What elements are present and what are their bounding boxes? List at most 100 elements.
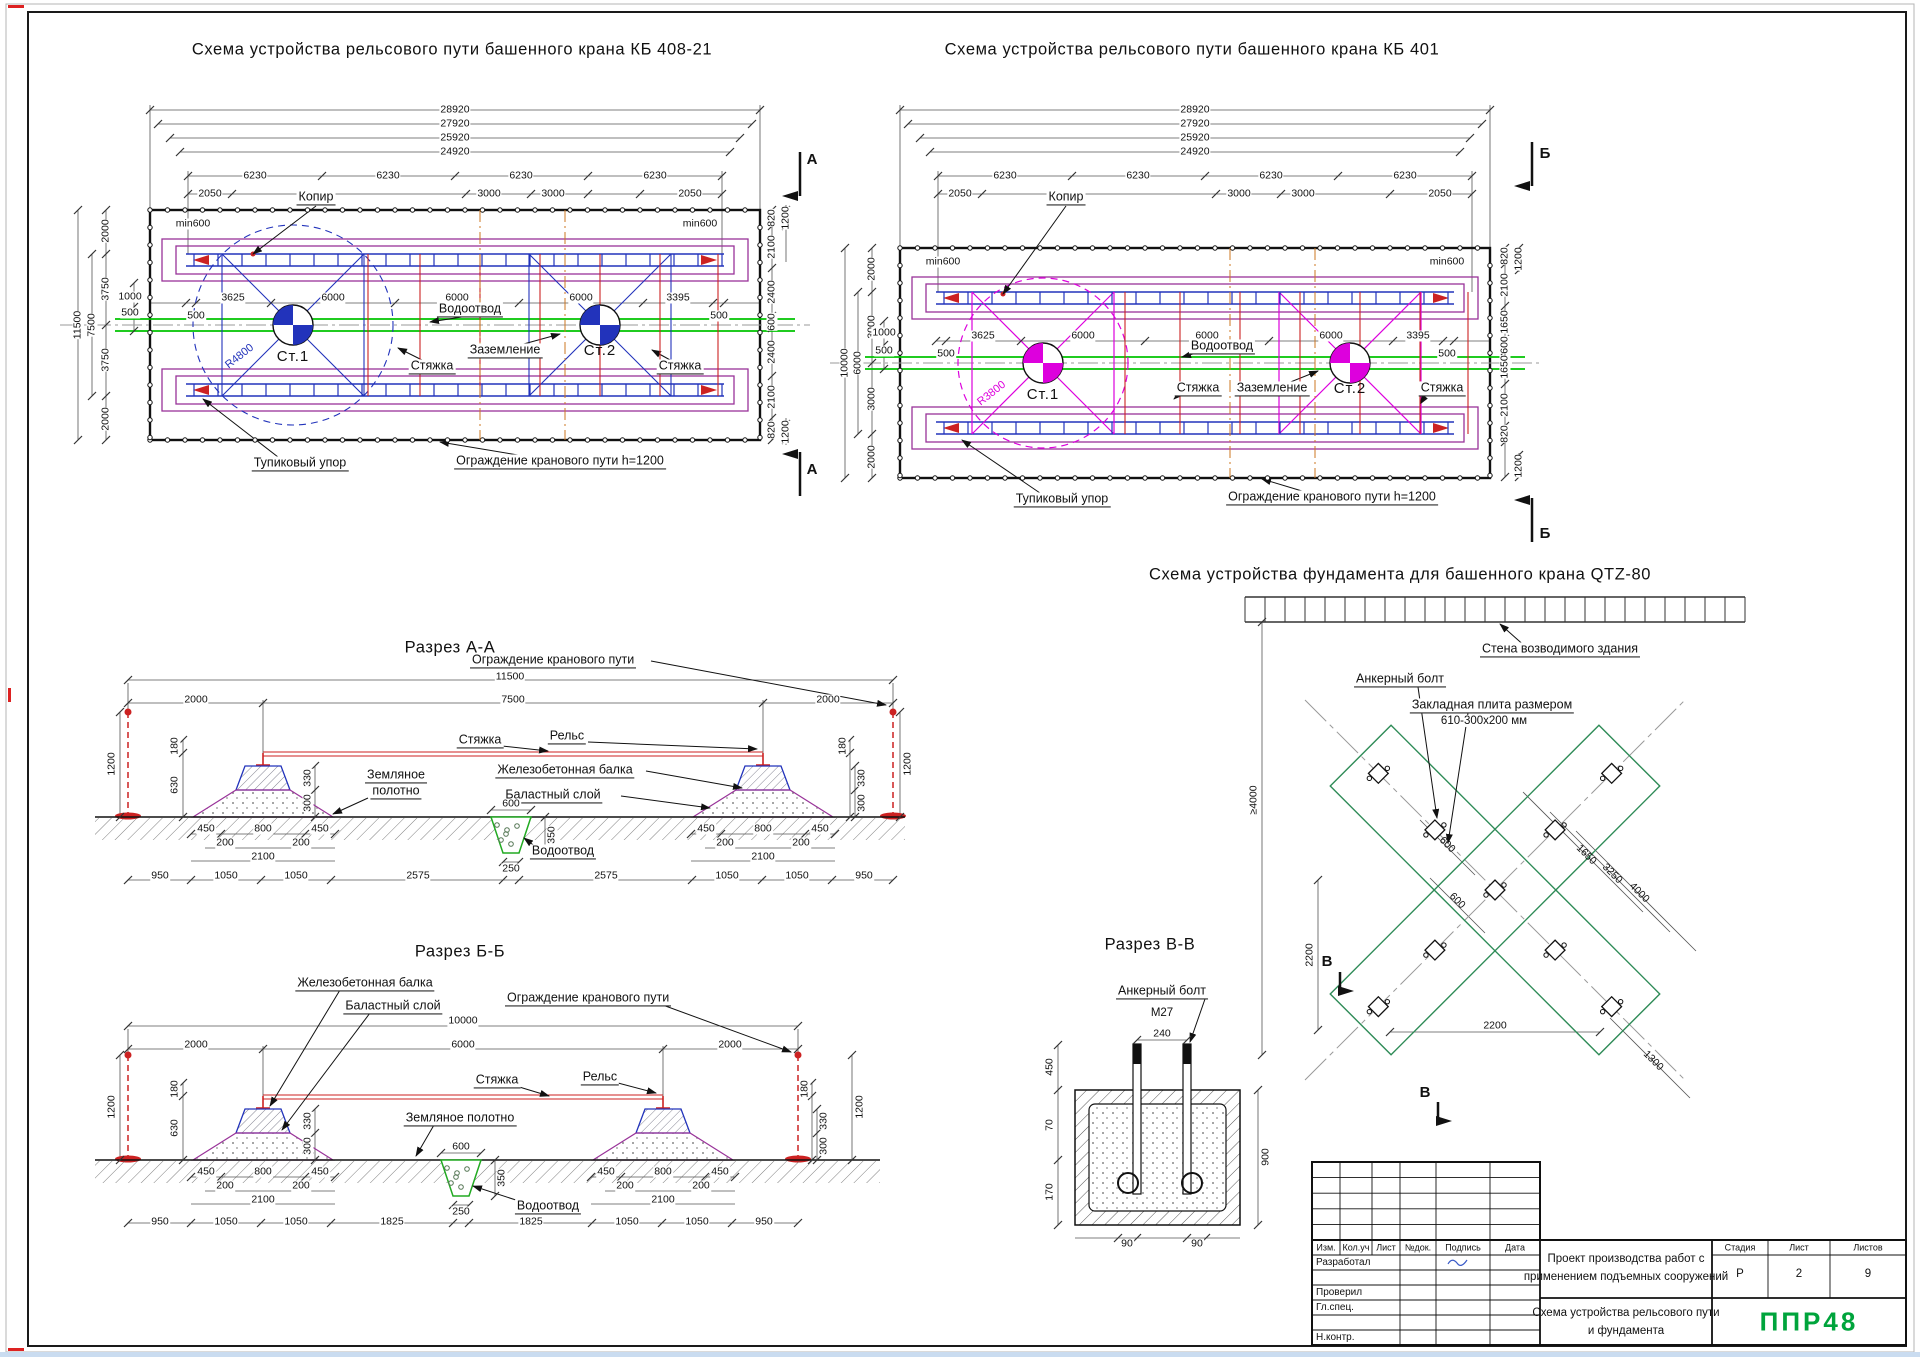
sec-aa-dim-11500: 11500 — [494, 670, 526, 683]
plan-kb401-dim-500a: 500 — [874, 344, 894, 357]
plan-kb401-dims-mid-4: 3395 — [1405, 329, 1431, 342]
ballast-outlines — [161, 238, 1479, 450]
qtz-mark2: В — [1419, 1084, 1431, 1102]
sec-bb-balka: Железобетонная балка — [295, 976, 435, 992]
plan-kb408-dims-mid-4: 3395 — [665, 291, 691, 304]
qtz-dim-3250: 3250 — [1599, 861, 1625, 887]
section-cut-marks — [782, 142, 1534, 1126]
sec-bb-dim-2000l: 2000 — [183, 1038, 209, 1051]
plan-kb401-dims-right-3: 600 — [1498, 336, 1511, 354]
sec-bb-fence: Ограждение кранового пути — [505, 991, 672, 1007]
sec-aa-zeml1: Земляное — [365, 768, 427, 784]
stamp-cols-1: Кол.уч — [1342, 1242, 1370, 1253]
sec-bb-dim-10000: 10000 — [447, 1014, 479, 1027]
sec-vv-m27: М27 — [1150, 1006, 1174, 1020]
plan-kb401-dims-left-0: 2000 — [865, 257, 878, 281]
plan-kb401-dims-mid-3: 6000 — [1318, 329, 1344, 342]
plan-kb408-dims-left-0: 2000 — [99, 219, 112, 243]
plan-kb408-kopir: Копир — [296, 190, 336, 206]
qtz-dim-1650: 1650 — [1573, 842, 1599, 868]
plan-kb401-dims-mid-0: 3625 — [970, 329, 996, 342]
plan-kb408-dims-sub-1: 3000 — [476, 187, 502, 200]
plan-kb401-dims-overall-3: 24920 — [1179, 145, 1211, 158]
sec-bb-dim-180l: 180 — [168, 1080, 181, 1098]
plan-kb408-dims-mid-2: 6000 — [444, 291, 470, 304]
sec-vv-anchor: Анкерный болт — [1116, 984, 1208, 1000]
plan-kb401-dim-1000: 1000 — [871, 326, 897, 339]
stamp-stage-v-0: Р — [1736, 1267, 1744, 1280]
plan-kb401-kopir: Копир — [1046, 190, 1086, 206]
plan-kb408-dims-mid-0: 3625 — [220, 291, 246, 304]
sec-bb-dim-300l: 300 — [301, 1137, 314, 1155]
sec-bb-dim-600: 600 — [451, 1140, 471, 1153]
sec-aa-title: Разрез А-А — [404, 638, 496, 657]
stamp-doc2: и фундамента — [1587, 1324, 1665, 1337]
leader-lines — [202, 205, 1537, 1203]
sec-bb-row3-1: 2100 — [650, 1193, 676, 1206]
sec-bb-dim-1200r: 1200 — [853, 1095, 866, 1119]
sec-bb-rels: Рельс — [580, 1070, 620, 1086]
qtz-title: Схема устройства фундамента для башенног… — [1148, 565, 1652, 584]
sec-bb-dim-330r: 330 — [817, 1112, 830, 1130]
sec-bb-dim-2000r: 2000 — [717, 1038, 743, 1051]
plan-kb401-dims-left-2: 3000 — [865, 387, 878, 411]
sec-aa-styazhka: Стяжка — [456, 733, 504, 749]
plan-kb408-radius: R4800 — [223, 341, 256, 372]
sec-vv-title: Разрез В-В — [1104, 935, 1196, 954]
plan-kb408-dims-right-3: 600 — [765, 313, 778, 331]
generated-decorations — [73, 105, 1746, 1243]
plan-kb401-dims-right-2: 1650 — [1498, 310, 1511, 334]
plan-kb401-st2: Ст.2 — [1333, 380, 1367, 398]
sec-bb-zeml: Земляное полотно — [403, 1111, 517, 1127]
sec-aa-row4-5: 1050 — [714, 869, 740, 882]
plan-kb408-tupik: Тупиковый упор — [251, 456, 349, 472]
sheet-outer-border — [5, 3, 1915, 1353]
sec-vv-dim-450: 450 — [1043, 1058, 1056, 1076]
plan-kb401-title: Схема устройства рельсового пути башенно… — [944, 40, 1440, 59]
plan-kb408-dims-overall-3: 24920 — [439, 145, 471, 158]
sec-aa-dim-2000r: 2000 — [815, 693, 841, 706]
plan-kb408-dims-overall-2: 25920 — [439, 131, 471, 144]
sec-bb-row1-0: 450 — [196, 1165, 216, 1178]
sec-bb-row2-0: 200 — [215, 1179, 235, 1192]
axis-centerlines — [60, 324, 1540, 364]
plan-kb401-dim-6000: 6000 — [851, 351, 864, 375]
qtz-plate1: Закладная плита размером — [1409, 698, 1575, 714]
plan-kb408-dims-right-0: 820 — [765, 209, 778, 227]
sec-aa-dim-180l: 180 — [168, 737, 181, 755]
plan-kb408-dims-overall-1: 27920 — [439, 117, 471, 130]
sec-aa-row1-1: 800 — [253, 822, 273, 835]
plan-kb408-st1: Ст.1 — [276, 348, 310, 366]
sec-bb-row4-7: 950 — [754, 1215, 774, 1228]
sec-bb-row4-4: 1825 — [518, 1215, 544, 1228]
sec-aa-row3-0: 2100 — [250, 850, 276, 863]
qtz-dim-1300: 1300 — [1640, 1048, 1666, 1074]
plan-kb401-fence: Ограждение кранового пути h=1200 — [1226, 490, 1438, 506]
sec-bb-row1-1: 800 — [253, 1165, 273, 1178]
sec-aa-dim-350: 350 — [545, 826, 558, 844]
drainage-lines — [115, 318, 1525, 370]
stamp-stage-v-2: 9 — [1864, 1267, 1872, 1280]
sec-bb-row4-3: 1825 — [379, 1215, 405, 1228]
sec-bb-row4-6: 1050 — [684, 1215, 710, 1228]
qtz-dim-2200h: 2200 — [1482, 1019, 1508, 1032]
sec-bb-dim-300r: 300 — [817, 1137, 830, 1155]
stamp-cols-2: Лист — [1376, 1242, 1396, 1253]
sec-aa-balast: Баластный слой — [503, 788, 603, 804]
plan-kb408-title: Схема устройства рельсового пути башенно… — [191, 40, 713, 59]
stamp-project2: применением подъемных сооружений — [1523, 1270, 1729, 1283]
sec-bb-dim-180r: 180 — [798, 1080, 811, 1098]
registration-marks — [8, 5, 24, 1351]
plan-kb408-dim-500c: 500 — [709, 309, 729, 322]
sec-aa-row1-4: 800 — [753, 822, 773, 835]
plan-kb401-dims-right-0: 820 — [1498, 247, 1511, 265]
plan-kb408-min600-l: min600 — [174, 217, 212, 230]
plan-kb401-dims-overall-2: 25920 — [1179, 131, 1211, 144]
sec-aa-row4-4: 2575 — [593, 869, 619, 882]
sec-aa-dim-1200l: 1200 — [105, 752, 118, 776]
sec-bb-dim-1200l: 1200 — [105, 1095, 118, 1119]
plan-kb401-tupik: Тупиковый упор — [1013, 492, 1111, 508]
plan-kb408-dims-left-2: 3750 — [99, 348, 112, 372]
plan-kb401-min600-l: min600 — [924, 255, 962, 268]
plan-kb408-dim-1200b: 1200 — [779, 420, 792, 444]
